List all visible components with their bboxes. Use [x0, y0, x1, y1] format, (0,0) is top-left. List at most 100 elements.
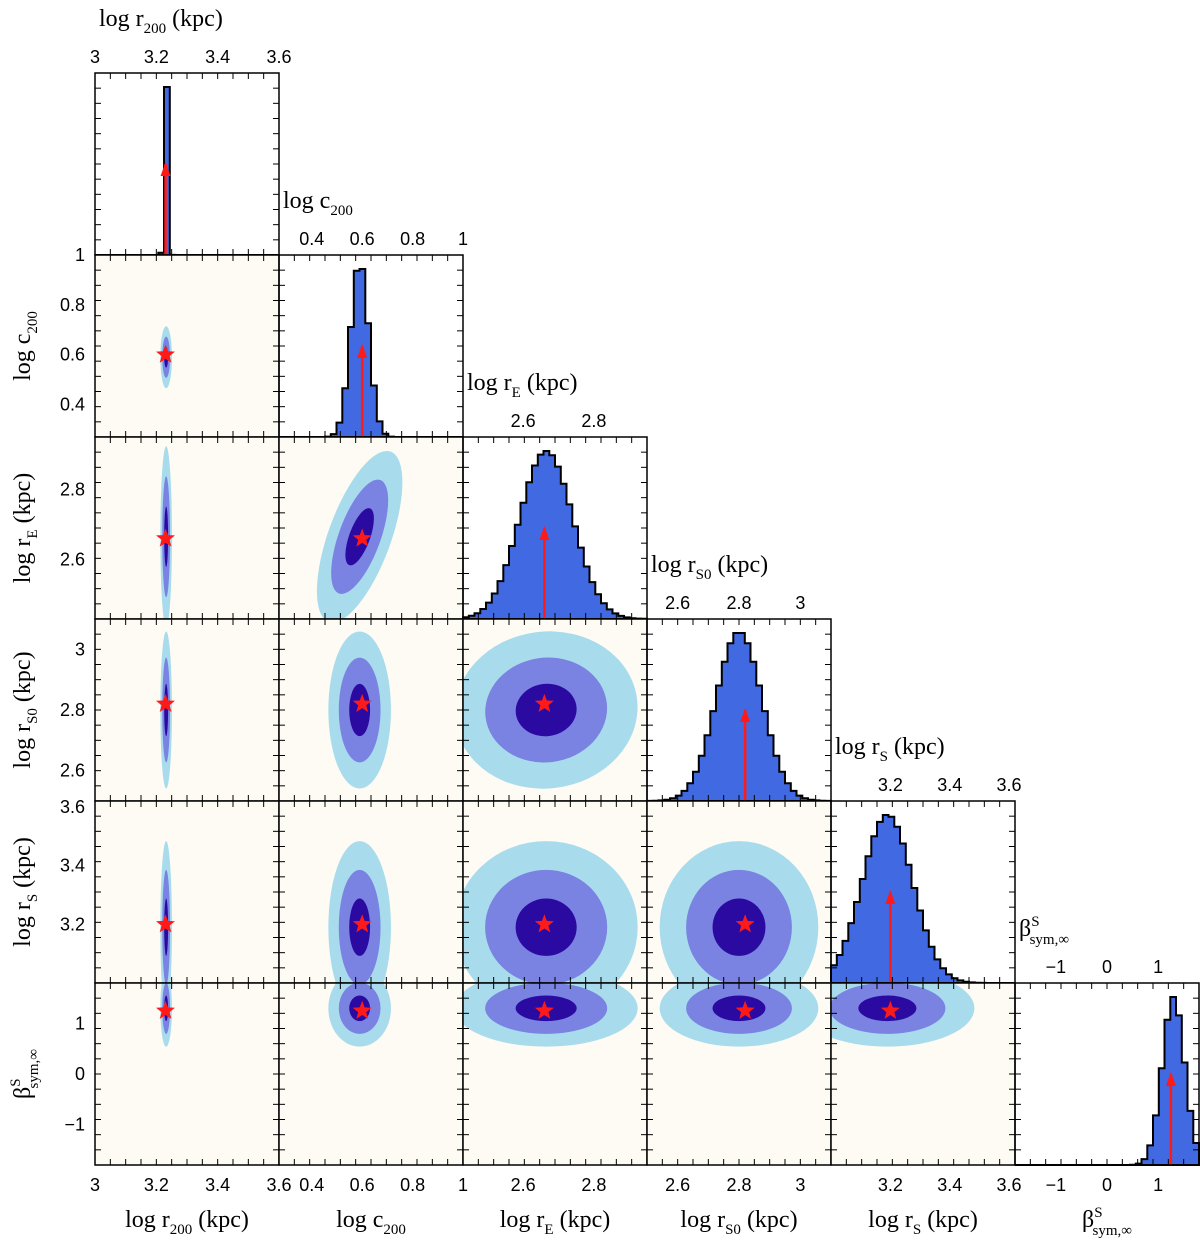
bottom-tick-label: 0.8: [400, 1175, 425, 1195]
contour-1sigma: [712, 898, 766, 956]
bottom-label-log_rS0: log rS0 (kpc): [680, 1207, 797, 1238]
left-tick-label: 0.4: [60, 395, 85, 415]
top-label-log_rE: log rE (kpc): [467, 370, 577, 401]
panel-log_r200-vs-log_rS0: [94, 618, 280, 802]
panel-log_rS0-vs-log_rS0: [646, 618, 832, 802]
arrow-head-beta_sym_inf_S: [1165, 1072, 1176, 1086]
left-label-beta_sym_inf_S: βS sym,∞: [8, 1049, 42, 1099]
left-tick-label: −1: [64, 1115, 85, 1135]
top-tick-label: 2.6: [511, 411, 536, 431]
bottom-label-log_r200: log r200 (kpc): [125, 1207, 249, 1238]
panel-background: [95, 255, 279, 437]
arrow-head-log_r200: [160, 162, 171, 176]
histogram-log_c200: [279, 268, 463, 438]
contour-1sigma: [164, 683, 169, 737]
panel-frame: [94, 72, 280, 256]
panel-background: [95, 983, 279, 1165]
histogram-log_r200: [95, 86, 279, 256]
panel-log_c200-vs-log_c200: [278, 254, 464, 438]
panel-log_rE-vs-log_rS0: [462, 618, 648, 802]
top-tick-label: 3: [90, 47, 100, 67]
best-fit-star: [352, 528, 372, 547]
left-tick-label: 2.8: [60, 700, 85, 720]
panel-background: [95, 619, 279, 801]
top-tick-label: 0.6: [350, 229, 375, 249]
best-fit-star: [352, 914, 372, 933]
top-tick-label: 2.8: [726, 593, 751, 613]
bottom-tick-label: 2.8: [581, 1175, 606, 1195]
left-tick-label: 1: [75, 1013, 85, 1033]
arrow-head-log_rE: [539, 526, 550, 540]
bottom-tick-label: 1: [1153, 1175, 1163, 1195]
bottom-label-log_rS: log rS (kpc): [868, 1207, 978, 1238]
top-tick-label: 3.2: [878, 775, 903, 795]
top-tick-label: 3.6: [997, 775, 1022, 795]
contour-1sigma: [349, 683, 371, 737]
top-tick-label: 1: [458, 229, 468, 249]
panel-log_r200-vs-log_rS: [94, 800, 280, 984]
bottom-label-log_rE: log rE (kpc): [500, 1207, 610, 1238]
histogram-log_rE: [462, 450, 648, 620]
contour-1sigma: [515, 683, 577, 737]
panel-log_rS0-vs-log_rS: [646, 800, 832, 984]
left-tick-label: 3.2: [60, 914, 85, 934]
best-fit-star: [534, 693, 554, 712]
left-tick-label: 2.8: [60, 480, 85, 500]
panel-log_r200-vs-log_rE: [94, 436, 280, 620]
best-fit-star: [156, 344, 175, 363]
panel-log_c200-vs-log_rS: [278, 800, 464, 984]
top-label-log_c200: log c200: [283, 188, 353, 219]
bottom-tick-label: 2.6: [665, 1175, 690, 1195]
top-tick-label: 3.4: [205, 47, 230, 67]
best-fit-star: [156, 693, 175, 712]
left-tick-label: 1: [75, 245, 85, 265]
left-tick-label: 3.4: [60, 856, 85, 876]
top-tick-label: 2.8: [581, 411, 606, 431]
top-tick-label: 0.4: [299, 229, 324, 249]
panel-log_rE-vs-log_rS: [462, 800, 648, 984]
top-tick-label: 0.8: [400, 229, 425, 249]
bottom-label-log_c200: log c200: [336, 1207, 406, 1238]
bottom-label-beta_sym_inf_S: βS sym,∞: [1082, 1205, 1132, 1239]
best-fit-star: [534, 1000, 554, 1019]
top-tick-label: 3.2: [144, 47, 169, 67]
histogram-log_rS: [830, 814, 1015, 984]
best-fit-star: [534, 914, 554, 933]
bottom-tick-label: 3.2: [144, 1175, 169, 1195]
left-tick-label: 0: [75, 1064, 85, 1084]
bottom-tick-label: 1: [458, 1175, 468, 1195]
arrow-head-log_c200: [357, 344, 368, 358]
panel-background: [95, 801, 279, 983]
panel-log_rE-vs-log_rE: [462, 436, 648, 620]
left-label-log_c200: log c200: [10, 311, 41, 381]
top-tick-label: 3: [795, 593, 805, 613]
panel-log_r200-vs-log_r200: [94, 72, 280, 256]
top-tick-label: 0: [1102, 957, 1112, 977]
bottom-tick-label: 3.4: [937, 1175, 962, 1195]
best-fit-star: [156, 914, 175, 933]
panel-log_r200-vs-beta_sym_inf_S: [94, 982, 280, 1166]
bottom-tick-label: 3.6: [266, 1175, 291, 1195]
bottom-tick-label: 3.6: [997, 1175, 1022, 1195]
best-fit-star: [352, 693, 372, 712]
panel-log_c200-vs-log_rS0: [278, 618, 464, 802]
left-tick-label: 3.6: [60, 797, 85, 817]
bottom-tick-label: 0: [1102, 1175, 1112, 1195]
panel-background: [95, 437, 279, 619]
bottom-tick-label: 2.8: [726, 1175, 751, 1195]
left-tick-label: 2.6: [60, 550, 85, 570]
best-fit-star: [735, 914, 755, 933]
bottom-tick-label: 0.6: [350, 1175, 375, 1195]
best-fit-star: [735, 1000, 755, 1019]
best-fit-star: [156, 528, 175, 547]
panel-log_rE-vs-beta_sym_inf_S: [462, 982, 648, 1166]
best-fit-star: [880, 1000, 900, 1019]
left-label-log_rE: log rE (kpc): [10, 473, 41, 583]
arrow-head-log_rS: [885, 890, 896, 904]
panel-log_rS0-vs-beta_sym_inf_S: [646, 982, 832, 1166]
panel-log_r200-vs-log_c200: [94, 254, 280, 438]
bottom-tick-label: 2.6: [511, 1175, 536, 1195]
left-tick-label: 0.8: [60, 295, 85, 315]
left-tick-label: 0.6: [60, 345, 85, 365]
